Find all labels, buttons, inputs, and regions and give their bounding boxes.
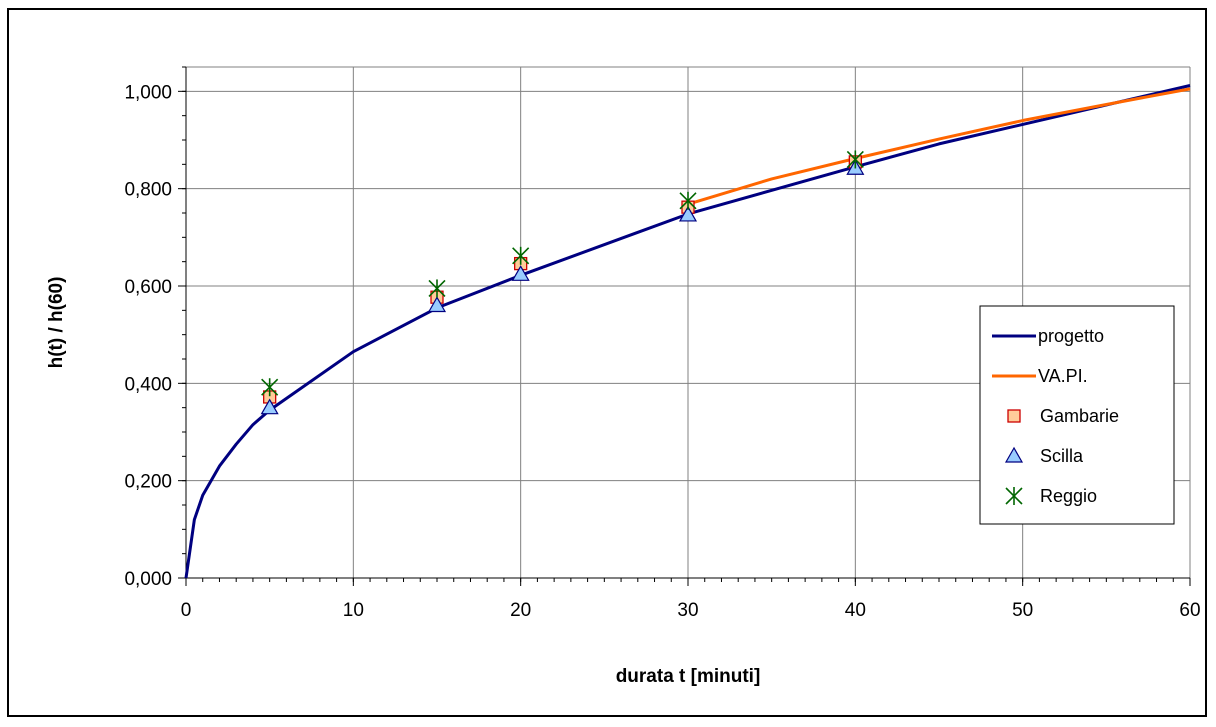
va-pi-line	[687, 87, 1191, 206]
y-tick-label: 0,200	[124, 472, 172, 493]
series-scilla	[260, 159, 865, 415]
x-tick-label: 60	[1179, 600, 1200, 621]
reggio-point	[261, 378, 279, 397]
legend-label-scilla: Scilla	[1040, 446, 1084, 466]
legend-swatch-reggio	[1005, 487, 1023, 505]
legend-label-gambarie: Gambarie	[1040, 406, 1119, 426]
x-tick-label: 20	[510, 600, 531, 621]
series-group	[184, 84, 1191, 579]
reggio-point	[512, 246, 530, 265]
series-progetto	[184, 84, 1191, 579]
legend-label-va-pi: VA.PI.	[1038, 366, 1088, 386]
series-va-pi	[687, 87, 1191, 206]
y-tick-label: 0,600	[124, 277, 172, 298]
chart-svg: 0 10 20 30 40 50 60 0,000 0,200 0,400 0,600 0,800 1,…	[46, 66, 1201, 687]
scilla-point	[511, 265, 530, 281]
reggio-point	[428, 279, 446, 298]
y-tick-label: 0,400	[124, 374, 172, 395]
x-axis-title: durata t [minuti]	[616, 666, 761, 687]
legend-swatch-gambarie	[1007, 409, 1021, 423]
scilla-point	[427, 296, 447, 313]
legend-label-progetto: progetto	[1038, 326, 1104, 346]
legend-swatch-scilla	[1004, 446, 1024, 463]
y-axis-title: h(t) / h(60)	[46, 277, 67, 369]
tick-labels: 0 10 20 30 40 50 60 0,000 0,200 0,400 0,600 0,800 1,…	[124, 82, 1200, 621]
x-tick-label: 10	[343, 600, 364, 621]
legend-label-reggio: Reggio	[1040, 486, 1097, 506]
scilla-point	[678, 205, 698, 222]
chart-frame: 0 10 20 30 40 50 60 0,000 0,200 0,400 0,600 0,800 1,…	[7, 8, 1207, 717]
reggio-point	[846, 150, 864, 169]
progetto-line	[184, 84, 1191, 579]
axes	[178, 66, 1191, 586]
series-reggio	[261, 150, 864, 397]
reggio-point	[679, 191, 697, 210]
scilla-point	[260, 398, 279, 415]
x-tick-label: 40	[845, 600, 866, 621]
y-tick-label: 1,000	[124, 82, 172, 103]
x-tick-label: 50	[1012, 600, 1033, 621]
x-tick-label: 0	[181, 600, 192, 621]
y-tick-label: 0,800	[124, 180, 172, 201]
legend: progetto VA.PI. Gambarie Scilla Reggio	[979, 305, 1175, 525]
y-tick-label: 0,000	[124, 569, 172, 590]
x-tick-label: 30	[677, 600, 698, 621]
